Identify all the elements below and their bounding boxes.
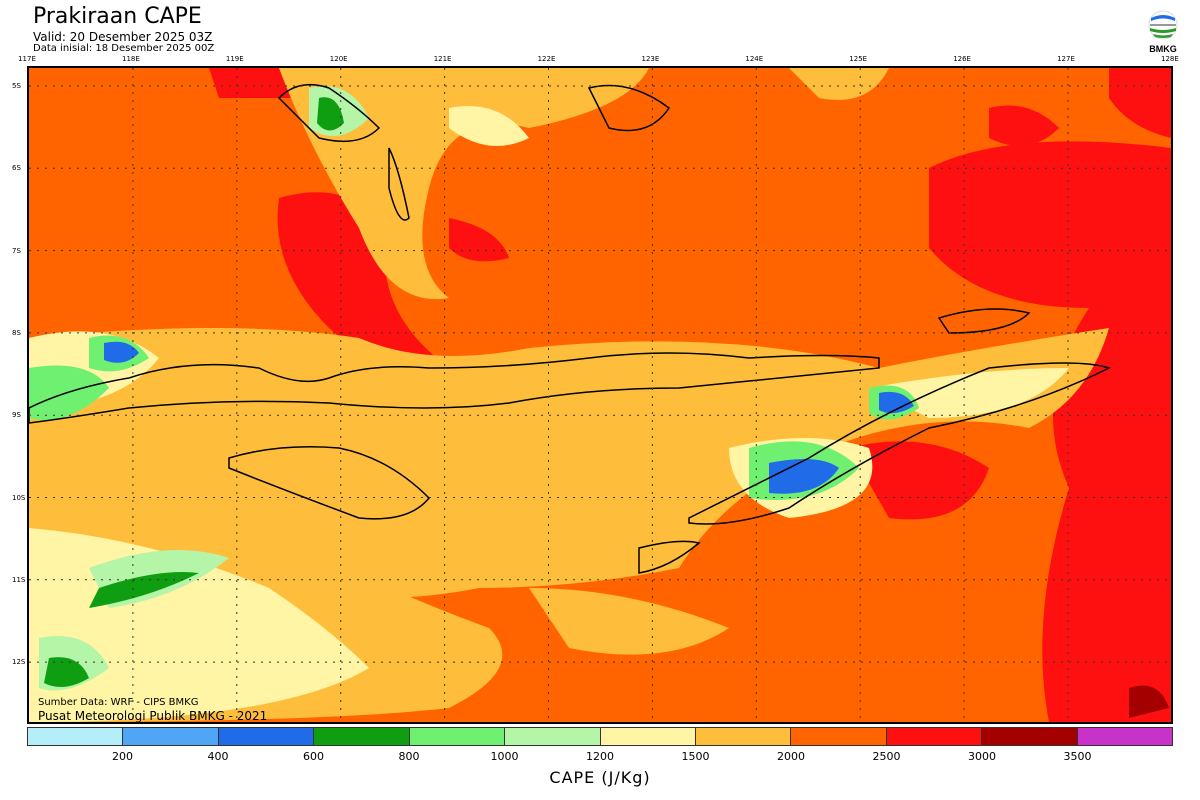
legend-tick: 1000 — [490, 750, 519, 763]
latitude-label: 6S — [12, 164, 21, 173]
map-title: Prakiraan CAPE — [33, 4, 202, 29]
longitude-label: 123E — [641, 55, 660, 63]
initial-time: Data inisial: 18 Desember 2025 00Z — [33, 43, 215, 54]
selayar-coast — [388, 147, 410, 221]
legend-swatch — [314, 728, 410, 745]
legend-swatch — [28, 728, 124, 745]
color-legend-bar — [27, 727, 1173, 746]
legend-tick: 400 — [207, 750, 229, 763]
sulawesi-coast — [277, 83, 381, 143]
legend-tick: 800 — [398, 750, 420, 763]
longitude-label: 118E — [121, 55, 140, 63]
longitude-label: 125E — [849, 55, 868, 63]
legend-tick: 3000 — [968, 750, 996, 763]
longitude-label: 128E — [1160, 55, 1179, 63]
latitude-label: 12S — [12, 658, 26, 667]
longitude-label: 126E — [953, 55, 971, 63]
legend-swatch — [600, 728, 696, 745]
sawu-coast — [638, 540, 701, 574]
legend-tick: 3500 — [1063, 750, 1092, 763]
legend-swatch — [1077, 728, 1173, 745]
legend-swatch — [409, 728, 506, 745]
latitude-label: 8S — [12, 328, 21, 337]
legend-swatch — [886, 728, 983, 745]
timor-coast — [688, 362, 1111, 525]
legend-tick: 2500 — [872, 750, 901, 763]
latitude-label: 11S — [12, 575, 26, 584]
bmkg-logo: BMKG — [1145, 10, 1181, 54]
cape-field-low — [29, 86, 1069, 722]
legend-swatch — [982, 728, 1078, 745]
legend-label: CAPE (J/Kg) — [549, 768, 651, 787]
latitude-label: 7S — [12, 246, 21, 255]
bmkg-logo-icon — [1148, 10, 1178, 40]
longitude-label: 121E — [433, 55, 452, 63]
legend-tick: 200 — [112, 750, 133, 763]
legend-swatch — [791, 728, 887, 745]
lesser-sunda-islands-coast — [28, 352, 880, 424]
legend-tick: 600 — [303, 750, 324, 763]
logo-text: BMKG — [1149, 44, 1177, 54]
legend-tick: 1200 — [586, 750, 614, 763]
longitude-label: 120E — [329, 55, 348, 63]
latitude-label: 5S — [12, 82, 21, 90]
latitude-label: 9S — [12, 411, 21, 420]
legend-swatch — [695, 728, 792, 745]
data-source: Sumber Data: WRF - CIPS BMKG — [38, 697, 199, 708]
longitude-label: 117E — [18, 55, 36, 63]
cape-map — [27, 66, 1173, 724]
publisher: Pusat Meteorologi Publik BMKG - 2021 — [38, 709, 268, 723]
legend-swatch — [218, 728, 315, 745]
longitude-label: 124E — [745, 55, 764, 63]
legend-swatch — [123, 728, 219, 745]
latitude-label: 10S — [12, 493, 26, 502]
longitude-label: 122E — [537, 55, 556, 63]
legend-tick: 2000 — [777, 750, 805, 763]
longitude-label: 127E — [1057, 55, 1075, 63]
wetar-coast — [937, 308, 1031, 334]
legend-swatch — [505, 728, 601, 745]
legend-tick: 1500 — [681, 750, 710, 763]
valid-time: Valid: 20 Desember 2025 03Z — [33, 30, 213, 44]
longitude-label: 119E — [225, 55, 244, 63]
graticule — [29, 68, 1171, 722]
